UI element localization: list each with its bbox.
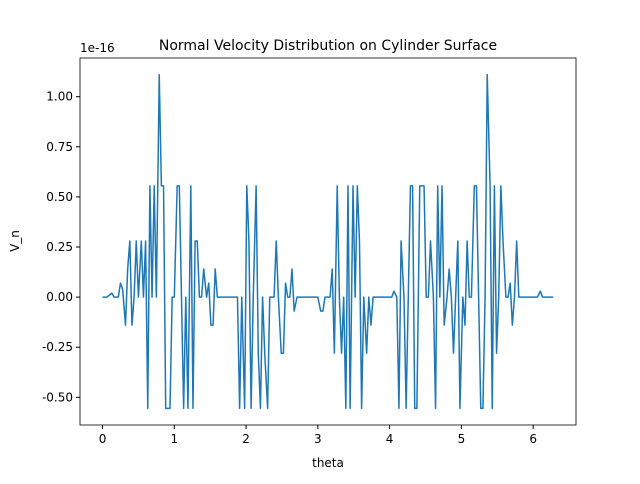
x-tick-label: 6 <box>529 432 537 446</box>
y-tick-label: -0.50 <box>42 390 73 404</box>
y-tick-label: 0.75 <box>46 140 73 154</box>
y-tick-label: 1.00 <box>46 90 73 104</box>
data-line <box>102 73 554 410</box>
x-tick-label: 4 <box>386 432 394 446</box>
x-tick-label: 2 <box>242 432 250 446</box>
x-axis-label: theta <box>312 456 344 470</box>
y-tick-label: 0.50 <box>46 190 73 204</box>
chart-title: Normal Velocity Distribution on Cylinder… <box>159 38 497 54</box>
y-axis-label: V_n <box>8 230 22 252</box>
y-tick-label: -0.25 <box>42 340 73 354</box>
y-offset-label: 1e-16 <box>80 41 115 55</box>
x-tick-label: 5 <box>458 432 466 446</box>
y-tick-label: 0.00 <box>46 290 73 304</box>
plot-frame <box>79 57 577 426</box>
x-tick-label: 1 <box>170 432 178 446</box>
x-tick-label: 0 <box>99 432 107 446</box>
y-tick-label: 0.25 <box>46 240 73 254</box>
x-tick-label: 3 <box>314 432 322 446</box>
